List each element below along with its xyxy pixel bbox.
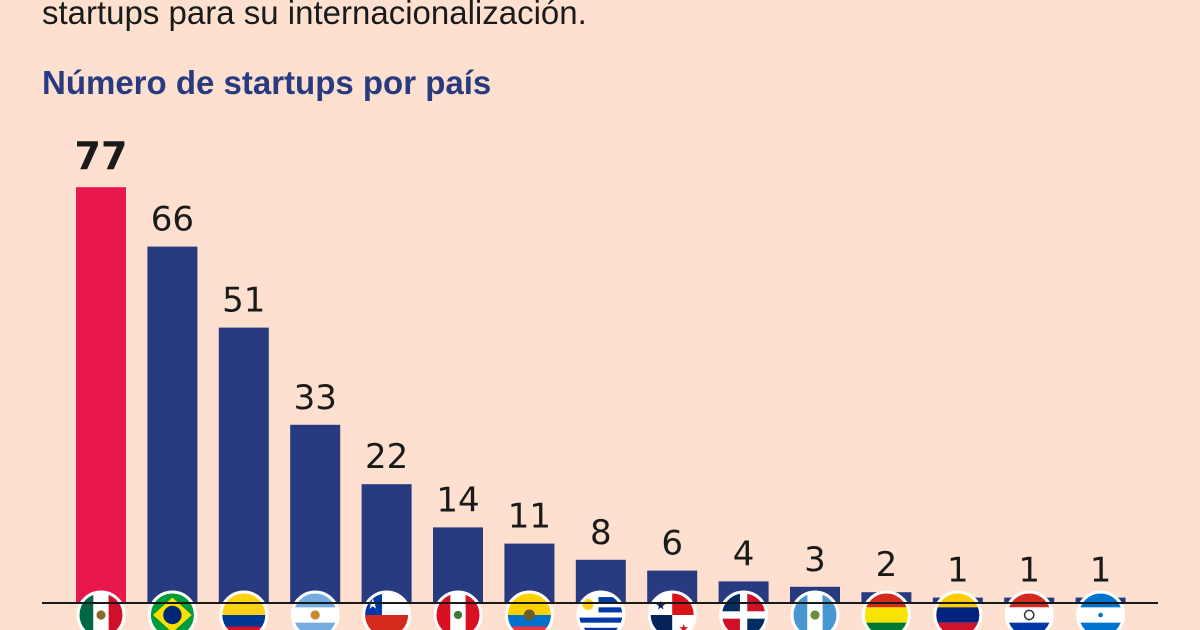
data-label: 1 [1018, 551, 1040, 591]
bar-brasil [147, 247, 197, 603]
data-label: 8 [590, 513, 612, 553]
data-label: 66 [151, 200, 194, 240]
data-label: 77 [75, 134, 128, 178]
bar-colombia [219, 328, 269, 603]
data-label: 22 [365, 437, 408, 477]
data-label: 1 [1090, 551, 1112, 591]
bar-méxico [76, 187, 126, 603]
data-label: 2 [876, 545, 898, 585]
data-label: 33 [294, 378, 337, 418]
data-label: 6 [661, 524, 683, 564]
data-label: 1 [947, 551, 969, 591]
data-label: 51 [222, 281, 265, 321]
data-label: 14 [436, 480, 479, 520]
svg-text:★: ★ [678, 621, 689, 630]
svg-text:★: ★ [655, 598, 666, 612]
data-label: 11 [508, 497, 551, 537]
data-label: 4 [733, 534, 755, 574]
data-label: 3 [804, 540, 826, 580]
bar-argentina [290, 425, 340, 603]
bar-chile [362, 484, 412, 603]
